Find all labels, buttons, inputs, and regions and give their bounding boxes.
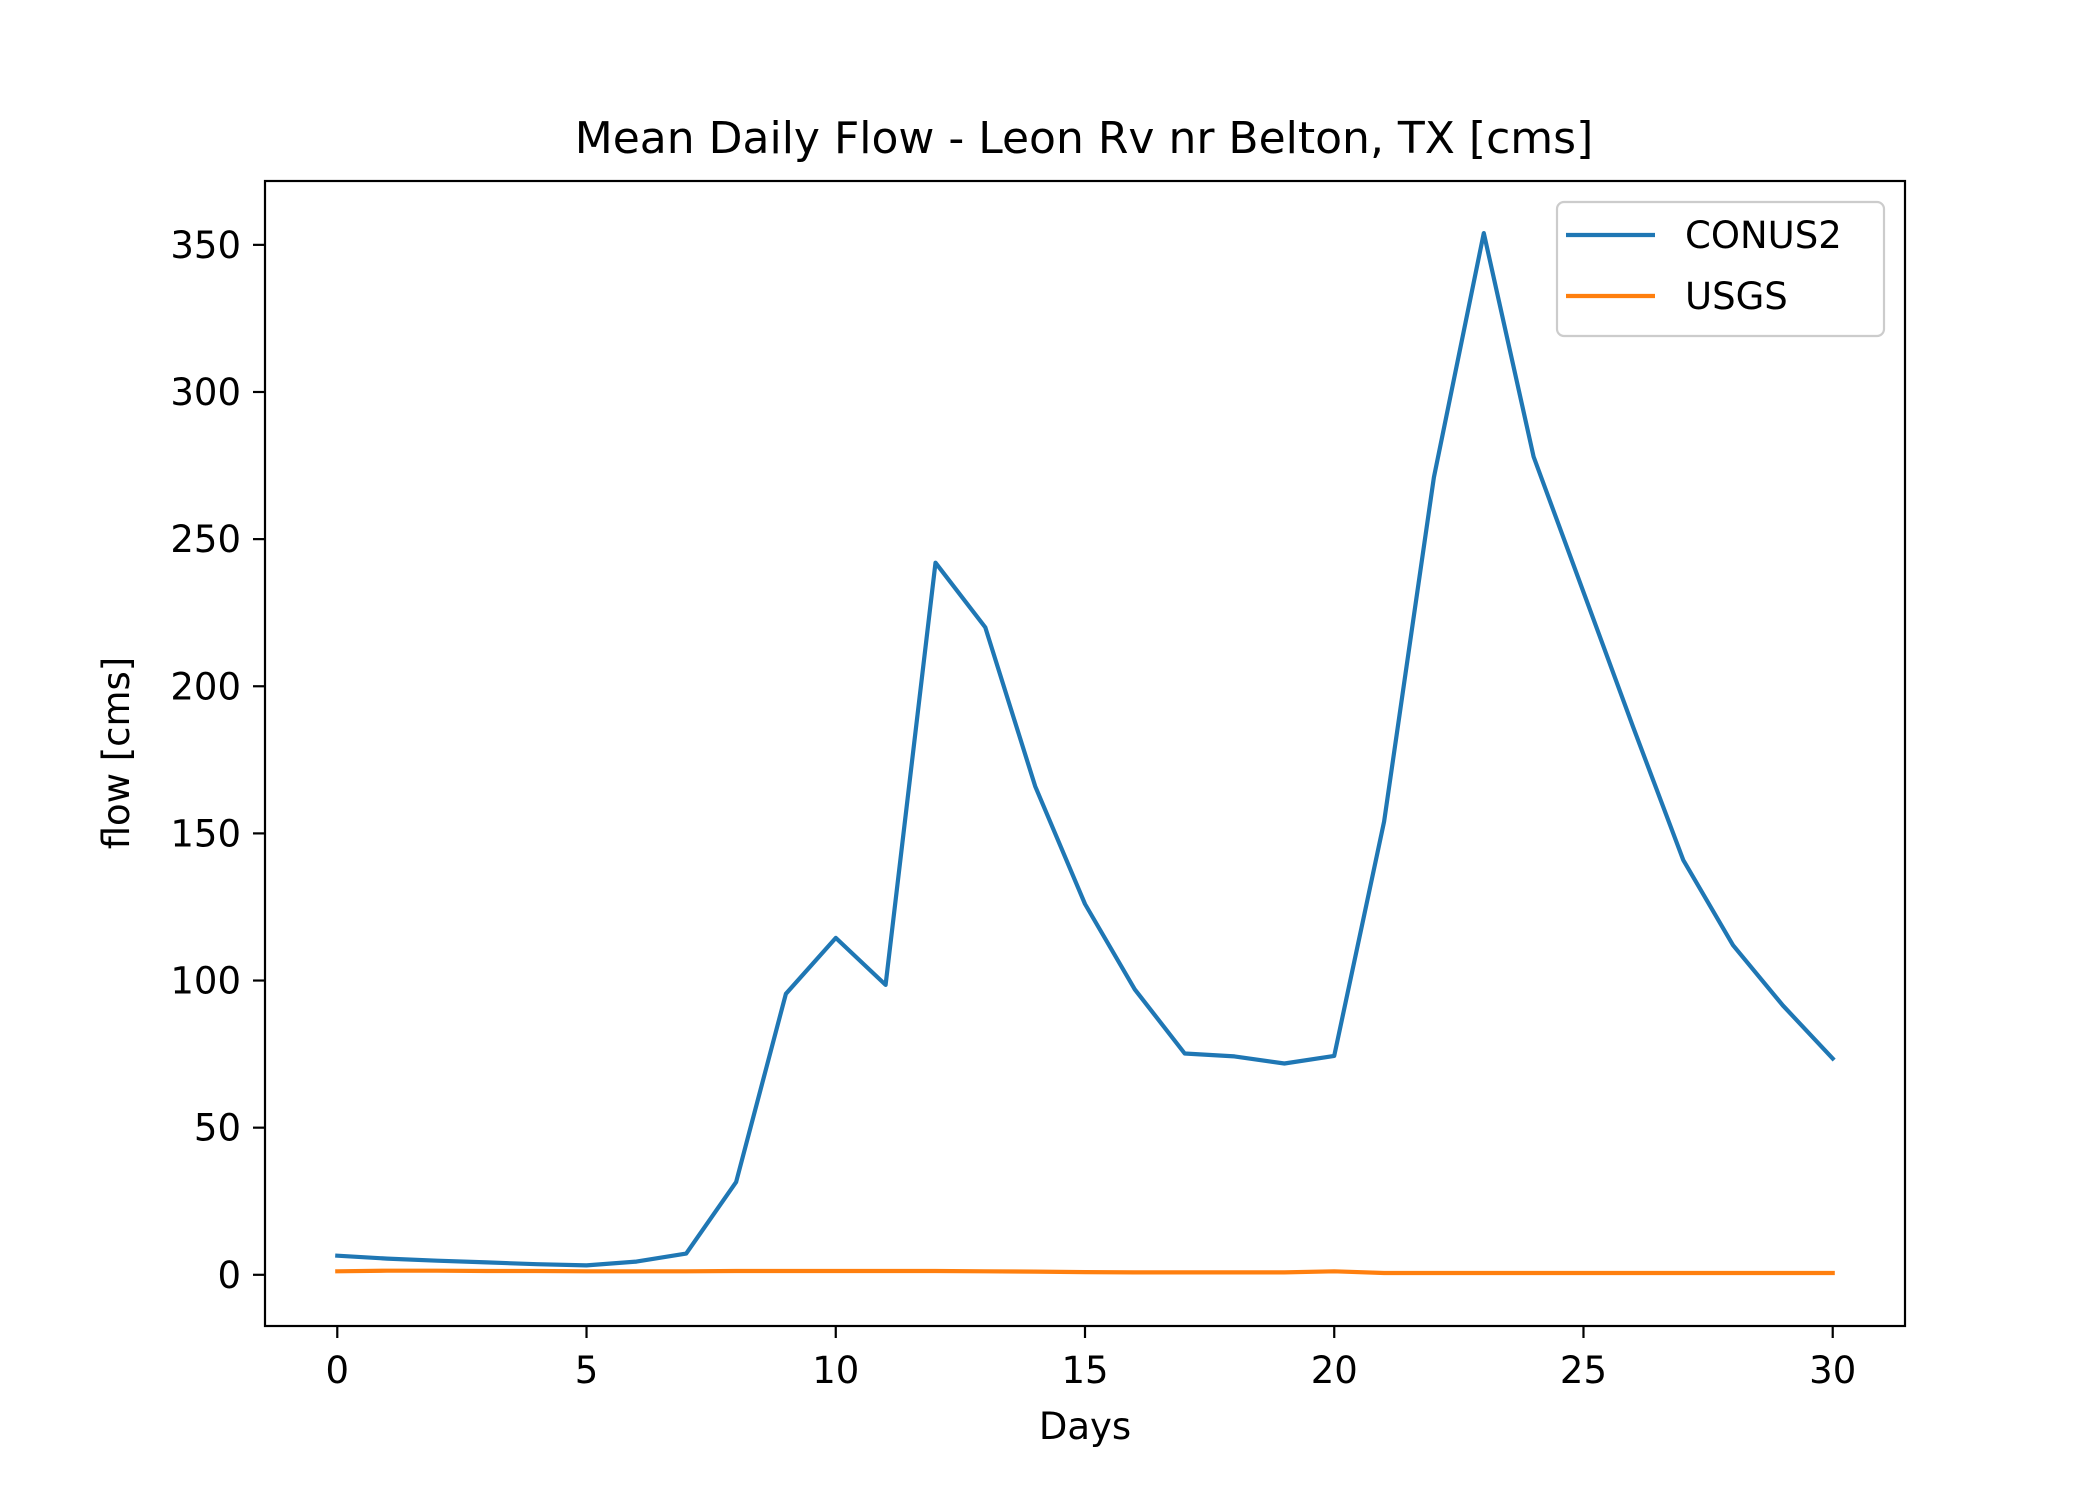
legend: CONUS2 USGS (1555, 200, 1886, 338)
x-tick-label: 5 (575, 1349, 599, 1392)
x-tick-label: 25 (1560, 1349, 1607, 1392)
legend-label-conus2: CONUS2 (1685, 214, 1842, 257)
series-layer (335, 231, 1836, 1276)
y-tick-label: 100 (170, 960, 241, 1003)
legend-label-usgs: USGS (1685, 275, 1788, 318)
y-tick-label: 0 (217, 1254, 241, 1297)
x-tick-label: 15 (1061, 1349, 1108, 1392)
x-axis-title: Days (1039, 1405, 1131, 1448)
y-axis-title: flow [cms] (95, 657, 138, 850)
series-line-usgs (335, 1268, 1835, 1276)
x-tick-label: 20 (1311, 1349, 1358, 1392)
y-tick-label: 150 (170, 812, 241, 855)
y-tick-label: 250 (170, 518, 241, 561)
x-tick-label: 0 (326, 1349, 350, 1392)
series-line-conus2 (335, 231, 1836, 1268)
y-tick-label: 300 (170, 371, 241, 414)
y-tick-label: 200 (170, 665, 241, 708)
x-tick-label: 10 (812, 1349, 859, 1392)
x-axis: 0 5 10 15 20 25 30 (326, 1326, 1856, 1392)
y-tick-label: 350 (170, 224, 241, 267)
chart-title: Mean Daily Flow - Leon Rv nr Belton, TX … (575, 113, 1593, 164)
x-tick-label: 30 (1809, 1349, 1856, 1392)
y-tick-label: 50 (194, 1107, 241, 1150)
y-axis: 0 50 100 150 200 250 300 350 (170, 224, 265, 1297)
